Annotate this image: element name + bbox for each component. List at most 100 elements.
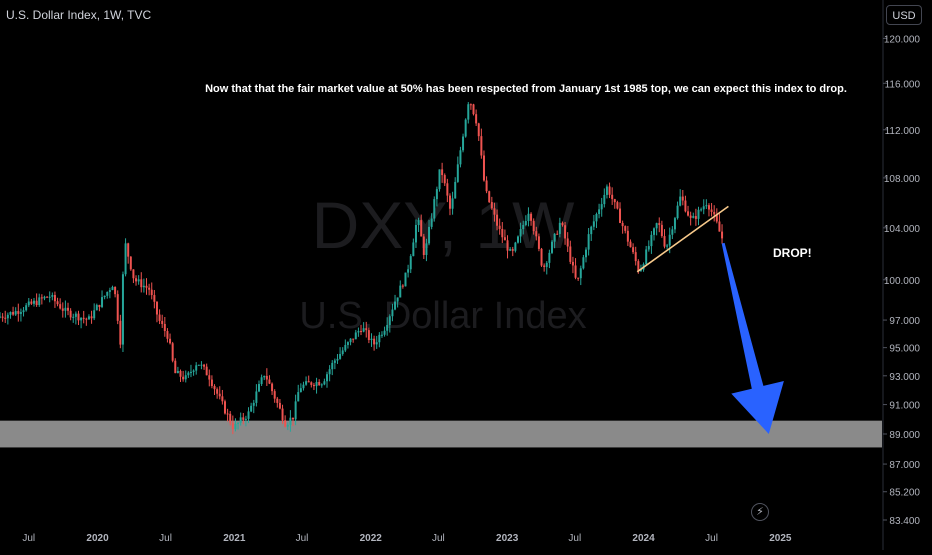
candle (694, 208, 697, 226)
candle (59, 298, 62, 310)
candle-body (653, 228, 656, 235)
candle-body (22, 310, 25, 313)
candle-body (51, 295, 54, 297)
candle (537, 233, 540, 252)
candle (95, 303, 98, 311)
candle (404, 272, 407, 287)
candle (430, 213, 433, 230)
candle-body (514, 242, 517, 251)
candle-body (399, 285, 402, 298)
candle-body (349, 338, 352, 343)
x-tick-label: Jul (159, 533, 172, 544)
candle (9, 311, 12, 319)
candle (603, 188, 606, 208)
candle (710, 203, 713, 217)
candle (85, 317, 88, 326)
candle-body (420, 220, 423, 237)
candle-body (255, 391, 258, 403)
candle (244, 415, 247, 427)
candle-body (98, 304, 101, 307)
candle-body (577, 277, 580, 279)
candle-body (582, 257, 585, 269)
candle (577, 277, 580, 281)
candle (278, 399, 281, 410)
candle (200, 361, 203, 370)
candle (459, 146, 462, 168)
candle (129, 256, 132, 271)
candle (247, 407, 250, 424)
candle (323, 378, 326, 386)
x-tick-label: 2025 (769, 533, 792, 544)
candle-body (467, 104, 470, 120)
annotation-drop-label[interactable]: DROP! (773, 246, 812, 260)
x-tick-label: 2021 (223, 533, 246, 544)
candle-body (19, 312, 22, 314)
candle-body (475, 114, 478, 124)
candle-body (64, 307, 67, 311)
candle (242, 412, 245, 425)
candle-body (595, 214, 598, 222)
candle (46, 296, 49, 298)
candle-body (503, 237, 506, 241)
candle-body (132, 269, 135, 279)
candle (150, 282, 153, 300)
candle (545, 261, 548, 275)
candle-body (367, 330, 370, 341)
candle-body (320, 384, 323, 386)
candle (370, 333, 373, 347)
candle (38, 293, 41, 307)
candle-body (611, 194, 614, 200)
y-tick-label: 91.000 (889, 401, 920, 412)
candle-body (59, 304, 62, 309)
currency-button[interactable]: USD (886, 5, 922, 25)
candle (367, 327, 370, 344)
candle-body (378, 334, 381, 343)
candle-body (252, 402, 255, 406)
candle (197, 364, 200, 366)
lightning-icon[interactable]: ⚡︎ (751, 503, 769, 521)
candle (119, 314, 122, 349)
candle-body (69, 310, 72, 318)
candle (310, 381, 313, 388)
candle-body (354, 332, 357, 340)
candle-body (713, 211, 716, 215)
candle-body (352, 338, 355, 340)
candle (281, 404, 284, 424)
candle-body (121, 274, 124, 345)
y-tick-label: 108.000 (884, 174, 921, 185)
candle-body (501, 228, 504, 238)
candle (289, 410, 292, 432)
candle (169, 333, 172, 345)
candle-body (187, 372, 190, 376)
annotation-note[interactable]: Now that that the fair market value at 5… (205, 83, 847, 95)
candle-body (414, 224, 417, 243)
candle-body (655, 223, 658, 229)
candle-body (297, 392, 300, 402)
candle (137, 275, 140, 285)
candle (454, 177, 457, 199)
candle (142, 278, 145, 293)
candle-body (482, 155, 485, 181)
candle-body (205, 366, 208, 376)
candle (360, 324, 363, 336)
candle-body (56, 301, 59, 305)
candle-body (189, 371, 192, 373)
candle-body (605, 186, 608, 195)
candle-body (30, 301, 33, 304)
candle (689, 211, 692, 226)
candle-body (626, 230, 629, 242)
y-tick-label: 89.000 (889, 430, 920, 441)
candle (401, 284, 404, 289)
projection-arrow[interactable] (721, 242, 784, 434)
candle-body (326, 374, 329, 382)
candle (697, 206, 700, 226)
candle (30, 298, 33, 305)
candle-body (715, 214, 718, 222)
candle (302, 381, 305, 391)
trendline[interactable] (636, 205, 729, 273)
candle-body (48, 296, 51, 298)
candle-body (268, 379, 271, 384)
candle-body (263, 375, 266, 378)
